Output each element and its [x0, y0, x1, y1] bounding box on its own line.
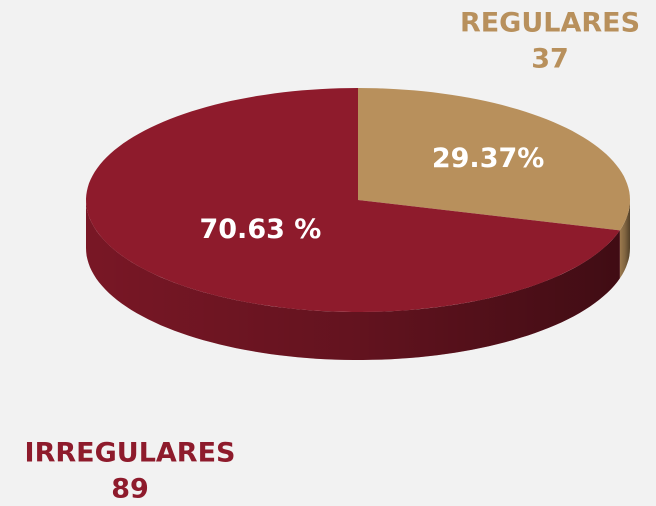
slice: [86, 88, 620, 312]
percent-label: 29.37%: [432, 143, 544, 174]
percent-label: 70.63 %: [199, 214, 321, 245]
category-label: REGULARES: [460, 8, 640, 39]
slice-side-shade: [619, 200, 630, 279]
slice: [358, 88, 630, 231]
count-label: 37: [531, 44, 569, 75]
slice-side-shade: [86, 200, 620, 360]
category-label: IRREGULARES: [25, 438, 236, 469]
count-label: 89: [111, 474, 149, 505]
